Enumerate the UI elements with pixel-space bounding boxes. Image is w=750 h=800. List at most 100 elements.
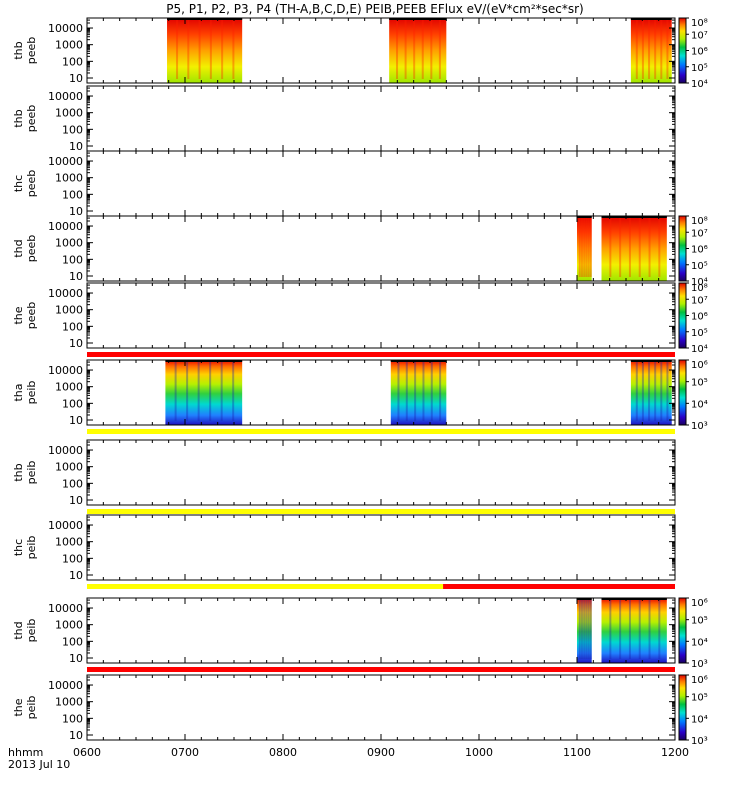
spectrogram-texture [198, 20, 201, 79]
colorbar-tick-label: 10⁶ [691, 360, 708, 371]
spectrogram-texture [578, 600, 581, 659]
colorbar-tick-label: 10⁶ [691, 47, 708, 58]
y-tick-label: 10000 [48, 602, 83, 615]
colorbar-tick-label: 10⁵ [691, 693, 708, 704]
spectrogram-edge [390, 360, 447, 362]
spectrogram-texture [658, 218, 661, 277]
colorbar-tick-label: 10⁸ [691, 18, 708, 29]
y-tick-label: 1000 [55, 696, 83, 709]
y-tick-label: 1000 [55, 39, 83, 52]
colorbar-tick-label: 10⁶ [691, 312, 708, 323]
x-tick-label: 0700 [171, 746, 199, 759]
y-tick-label: 10 [69, 494, 83, 507]
colorbar-tick-label: 10⁴ [691, 637, 708, 648]
spectrogram-texture [585, 600, 588, 659]
panel-label-species: peib [25, 696, 38, 720]
spectrogram-texture [654, 362, 657, 421]
colorbar-tick-label: 10⁵ [691, 63, 708, 74]
panel-label-species: peeb [25, 235, 38, 263]
spectrogram-texture [421, 20, 424, 79]
panel-frame [86, 85, 676, 152]
y-tick-label: 100 [62, 55, 83, 68]
colorbar-tick-label: 10⁵ [691, 616, 708, 627]
colorbar-tick-label: 10⁴ [691, 277, 708, 288]
y-tick-label: 10000 [48, 90, 83, 103]
panel-label-species: peeb [25, 105, 38, 133]
y-tick-label: 10000 [48, 287, 83, 300]
panel-label-species: peeb [25, 170, 38, 198]
x-tick-label: 0600 [73, 746, 101, 759]
spectrogram-data-block [165, 360, 243, 425]
panel-frame [86, 514, 676, 581]
spectrogram-edge [601, 598, 667, 600]
spectrogram-texture [209, 20, 212, 79]
spectrogram-texture [587, 600, 590, 659]
y-tick-label: 1000 [55, 461, 83, 474]
colorbar-tick-label: 10⁵ [691, 261, 708, 272]
spectrogram-texture [619, 218, 622, 277]
spectrogram-texture [589, 600, 592, 659]
spectrogram-texture [648, 218, 651, 277]
quality-flag-bar [87, 509, 675, 514]
spectrogram-texture [404, 20, 407, 79]
colorbar-scale [678, 282, 687, 349]
spectrogram-texture [654, 20, 657, 79]
colorbar-scale [678, 17, 687, 84]
colorbar-tick-label: 10⁶ [691, 598, 708, 609]
spectrogram-texture [587, 218, 590, 277]
spectrogram-texture [660, 362, 663, 421]
panel-label-probe: the [12, 306, 25, 324]
colorbar-tick-label: 10⁴ [691, 344, 708, 355]
y-tick-label: 10 [69, 652, 83, 665]
y-tick-label: 1000 [55, 619, 83, 632]
spectrogram-edge [630, 360, 672, 362]
spectrogram-texture [578, 218, 581, 277]
x-tick-label: 0800 [269, 746, 297, 759]
panel-label-species: peeb [25, 302, 38, 330]
colorbar-tick-label: 10⁷ [691, 228, 708, 239]
panel-label-probe: tha [12, 383, 25, 401]
y-tick-label: 100 [62, 397, 83, 410]
panel-frame [86, 282, 676, 349]
spectrogram-texture [413, 20, 416, 79]
quality-flag-bar [87, 352, 675, 357]
spectrogram-texture [658, 600, 661, 659]
y-tick-label: 10 [69, 72, 83, 85]
spectrogram-panel: 10 100 1000 10000 tha peib 10³ 10⁴ 10⁵ 10⁶ [12, 359, 708, 434]
spectrogram-texture [397, 362, 400, 421]
colorbar-tick-label: 10⁸ [691, 283, 708, 294]
y-tick-label: 100 [62, 320, 83, 333]
y-tick-label: 100 [62, 253, 83, 266]
y-tick-label: 10 [69, 729, 83, 742]
spectrogram-texture [583, 218, 586, 277]
spectrogram-data-block [601, 216, 667, 281]
spectrogram-texture [635, 20, 638, 79]
date-label: 2013 Jul 10 [8, 758, 70, 771]
spectrogram-texture [583, 600, 586, 659]
spectrogram-texture [396, 20, 399, 79]
y-tick-label: 100 [62, 635, 83, 648]
y-tick-label: 10000 [48, 155, 83, 168]
y-tick-label: 1000 [55, 536, 83, 549]
colorbar-tick-label: 10⁵ [691, 328, 708, 339]
colorbar-scale [678, 215, 687, 282]
spectrogram-edge [577, 598, 592, 600]
spectrogram-edge [167, 18, 243, 20]
x-tick-label: 1200 [661, 746, 689, 759]
colorbar-tick-label: 10⁴ [691, 399, 708, 410]
spectrogram-edge [601, 216, 667, 218]
x-tick-label: 0900 [367, 746, 395, 759]
spectrogram-texture [666, 362, 669, 421]
x-tick-label: 1100 [563, 746, 591, 759]
spectrogram-texture [641, 20, 644, 79]
panel-frame [86, 674, 676, 741]
spectrogram-texture [638, 600, 641, 659]
spectrogram-texture [648, 20, 651, 79]
colorbar-scale [678, 359, 687, 426]
colorbar-tick-label: 10⁷ [691, 295, 708, 306]
spectrogram-texture [439, 362, 442, 421]
